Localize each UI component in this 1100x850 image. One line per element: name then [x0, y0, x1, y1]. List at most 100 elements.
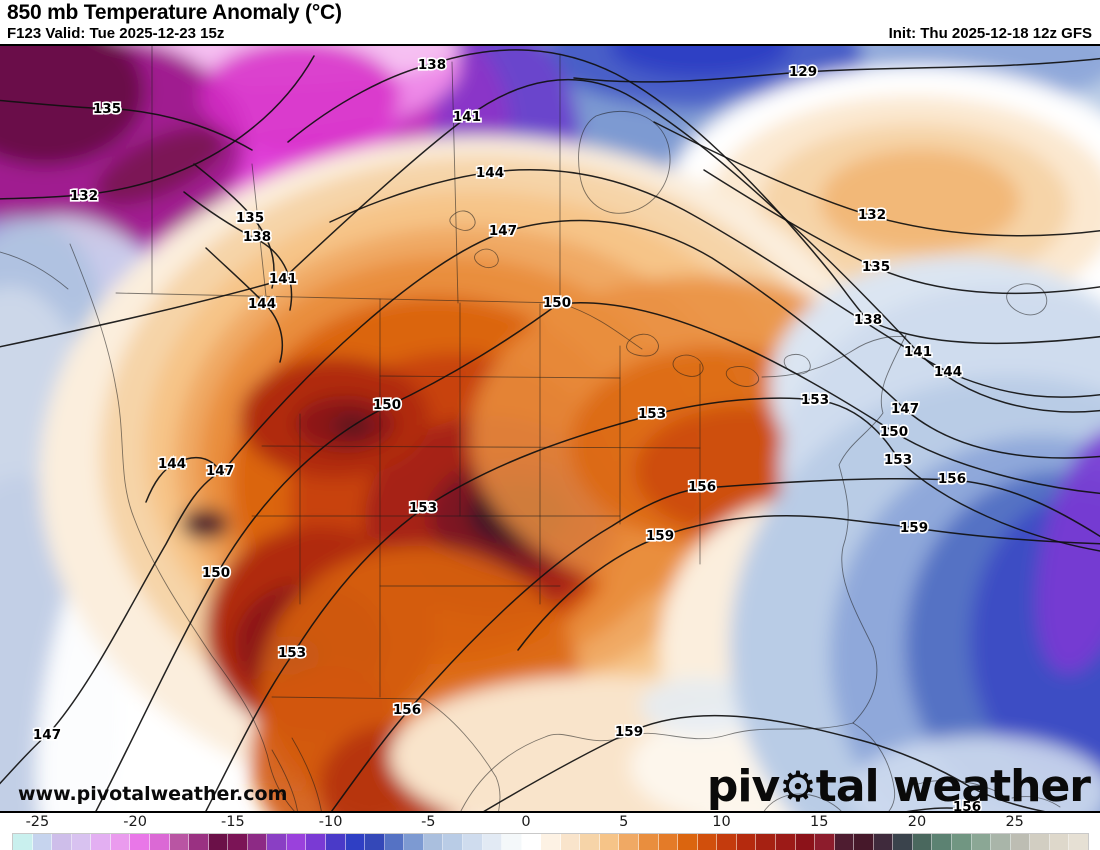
colorbar-swatch	[971, 834, 992, 850]
contour-label: 141	[269, 271, 297, 287]
contour-label: 150	[202, 565, 230, 581]
contour-label: 129	[789, 64, 817, 80]
contour-label: 135	[862, 259, 890, 275]
colorbar-swatch	[286, 834, 307, 850]
contour-label: 156	[938, 471, 966, 487]
colorbar-swatch	[756, 834, 776, 850]
contour-label: 147	[206, 463, 234, 479]
contour-label: 156	[688, 479, 716, 495]
colorbar-swatch	[345, 834, 366, 850]
colorbar-swatch	[560, 834, 581, 850]
colorbar-tick-label: -15	[221, 814, 245, 830]
colorbar-swatch	[13, 834, 33, 850]
website-watermark: www.pivotalweather.com	[18, 783, 288, 805]
colorbar-swatch	[130, 834, 150, 850]
contour-label: 132	[70, 188, 98, 204]
colorbar-swatch	[267, 834, 287, 850]
colorbar-swatch	[541, 834, 561, 850]
contour-label: 144	[934, 364, 962, 380]
contour-label: 147	[891, 401, 919, 417]
valid-time-label: F123 Valid: Tue 2025-12-23 15z	[7, 25, 225, 42]
colorbar-swatch	[462, 834, 483, 850]
colorbar-swatch	[521, 834, 542, 850]
colorbar-swatch	[91, 834, 111, 850]
contour-label: 138	[243, 229, 271, 245]
contour-label: 141	[453, 109, 481, 125]
colorbar-tick-label: 5	[619, 814, 629, 830]
colorbar-swatch	[247, 834, 268, 850]
colorbar-swatch	[169, 834, 190, 850]
colorbar-swatch	[599, 834, 620, 850]
colorbar-swatch	[697, 834, 718, 850]
contour-label: 153	[278, 645, 306, 661]
contour-label: 138	[854, 312, 882, 328]
contour-label: 150	[543, 295, 571, 311]
colorbar-tick-label: 15	[809, 814, 829, 830]
colorbar-swatch	[893, 834, 913, 850]
map-area: 135 132 135 138 141 144 138 141 144 147 150 129 132 1…	[0, 44, 1100, 813]
contour-label: 135	[236, 210, 264, 226]
colorbar-swatch	[1049, 834, 1070, 850]
colorbar-tick-label: 20	[907, 814, 927, 830]
colorbar-swatch	[110, 834, 131, 850]
colorbar-swatch	[306, 834, 326, 850]
colorbar-tick-label: 10	[712, 814, 731, 830]
contour-label: 153	[409, 500, 437, 516]
colorbar-swatch	[873, 834, 894, 850]
contour-label: 144	[248, 296, 276, 312]
contour-label: 144	[158, 456, 186, 472]
colorbar-swatch	[639, 834, 659, 850]
contour-label: 138	[418, 57, 446, 73]
colorbar	[12, 833, 1089, 850]
colorbar-swatch	[71, 834, 92, 850]
colorbar-ticks: -25 -20 -15 -10 -5 0 5 10 15 20 25	[0, 814, 1100, 831]
colorbar-swatch	[912, 834, 933, 850]
colorbar-swatch	[365, 834, 385, 850]
contour-label: 153	[801, 392, 829, 408]
colorbar-tick-label: 25	[1005, 814, 1024, 830]
colorbar-swatch	[404, 834, 424, 850]
contour-label: 147	[489, 223, 517, 239]
colorbar-tick-label: 0	[521, 814, 531, 830]
colorbar-swatch	[795, 834, 816, 850]
colorbar-swatch	[775, 834, 796, 850]
page-title: 850 mb Temperature Anomaly (°C)	[7, 1, 342, 24]
colorbar-swatch	[208, 834, 229, 850]
colorbar-swatch	[149, 834, 170, 850]
contour-label: 150	[880, 424, 908, 440]
colorbar-swatch	[834, 834, 855, 850]
colorbar-tick-label: -5	[421, 814, 436, 830]
colorbar-swatch	[815, 834, 835, 850]
colorbar-swatch	[580, 834, 600, 850]
contour-label: 159	[900, 520, 928, 536]
colorbar-swatch	[619, 834, 639, 850]
contour-label: 153	[884, 452, 912, 468]
colorbar-swatch	[228, 834, 248, 850]
colorbar-swatch	[1069, 834, 1088, 850]
colorbar-swatch	[854, 834, 874, 850]
chart-header: 850 mb Temperature Anomaly (°C) F123 Val…	[0, 0, 1100, 44]
contour-label: 135	[93, 101, 121, 117]
colorbar-footer: -25 -20 -15 -10 -5 0 5 10 15 20 25	[0, 813, 1100, 850]
colorbar-swatch	[952, 834, 972, 850]
contour-label: 141	[904, 344, 932, 360]
contour-label: 159	[615, 724, 643, 740]
contour-labels: 1351321351381411441381411441471501291321…	[31, 55, 982, 811]
contour-label: 144	[476, 165, 504, 181]
colorbar-swatch	[502, 834, 522, 850]
colorbar-swatch	[678, 834, 698, 850]
colorbar-tick-label: -10	[318, 814, 343, 830]
colorbar-swatch	[52, 834, 72, 850]
colorbar-swatch	[932, 834, 952, 850]
contour-label: 153	[638, 406, 666, 422]
colorbar-swatch	[482, 834, 503, 850]
colorbar-swatch	[443, 834, 463, 850]
contour-label: 150	[373, 397, 401, 413]
contour-label: 156	[393, 702, 421, 718]
colorbar-swatch	[326, 834, 346, 850]
logo-prefix: piv	[706, 760, 780, 812]
colorbar-swatch	[189, 834, 209, 850]
geography-borders	[0, 46, 1061, 811]
colorbar-swatch	[991, 834, 1011, 850]
